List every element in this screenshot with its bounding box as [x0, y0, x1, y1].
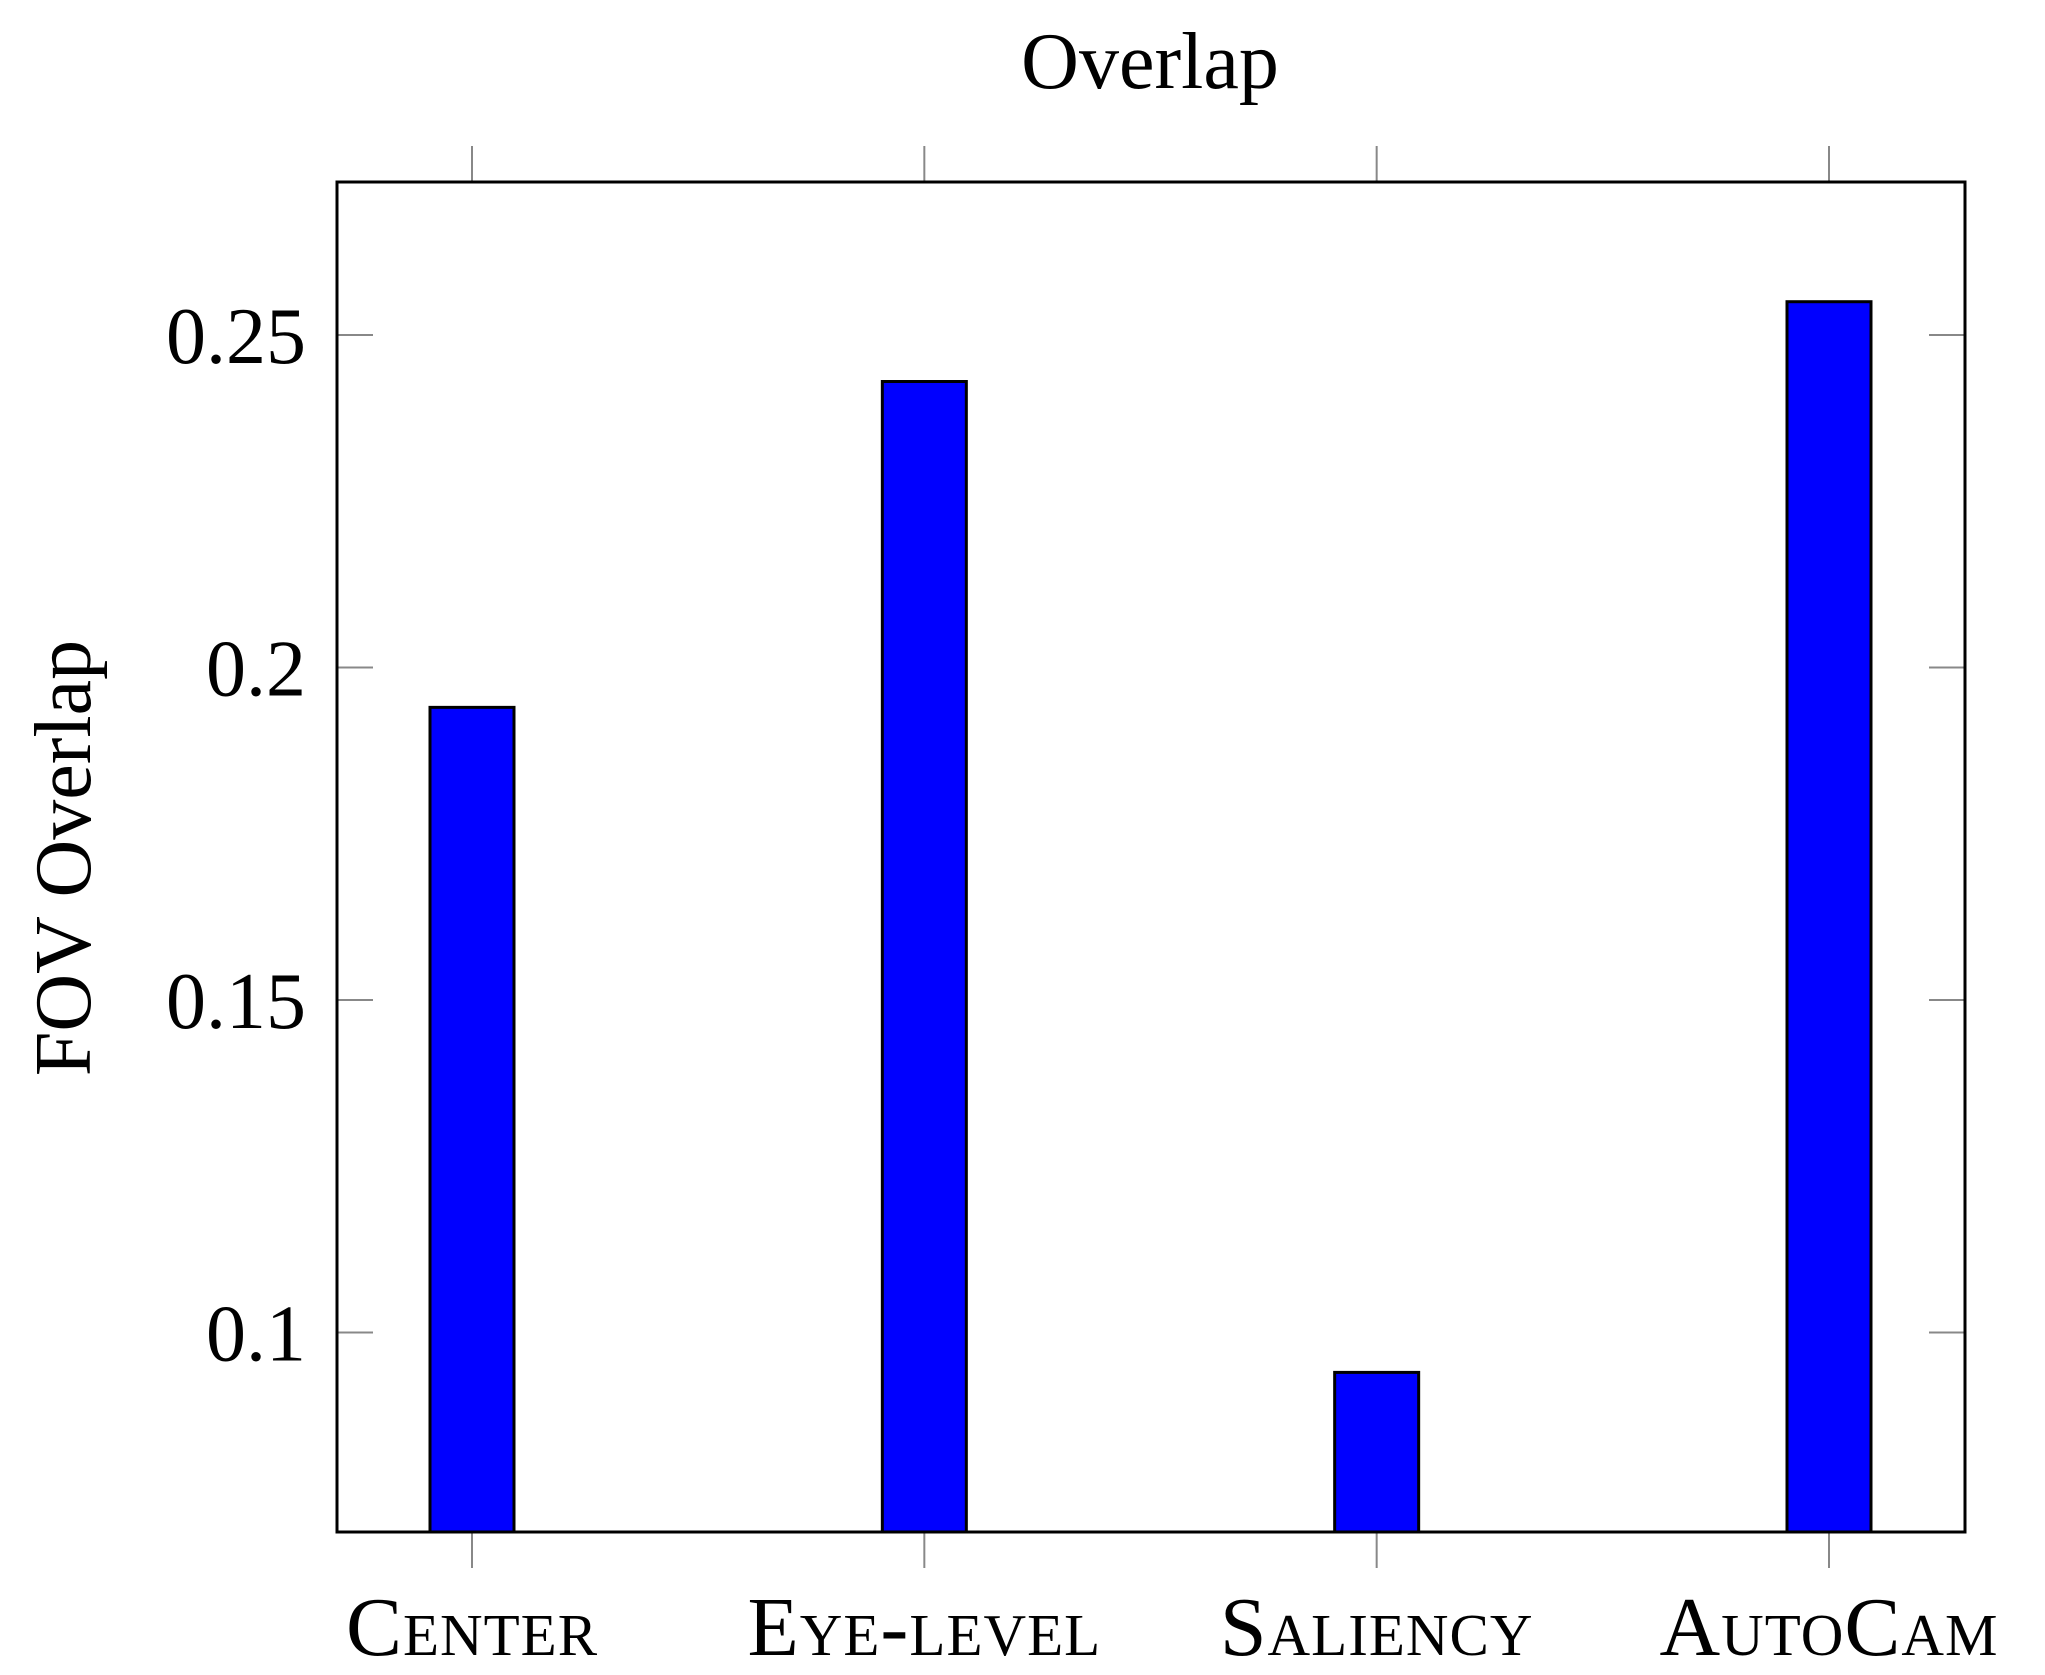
y-tick-label: 0.2	[206, 625, 306, 713]
y-tick-label: 0.15	[166, 958, 306, 1046]
bar-eye-level	[880, 380, 968, 1534]
chart-title: Overlap	[1021, 18, 1279, 106]
y-axis-label: FOV Overlap	[20, 640, 108, 1076]
ticks-layer: Center Eye-level Saliency AutoCam 0.1 0.15 0.2…	[166, 146, 1999, 1674]
bar-autocam	[1785, 300, 1873, 1534]
bar-center	[428, 705, 516, 1534]
x-tick-label: Eye-level	[747, 1581, 1101, 1674]
x-tick-label: Saliency	[1220, 1581, 1534, 1674]
x-tick-label: AutoCam	[1660, 1581, 1999, 1674]
y-tick-label: 0.1	[206, 1290, 306, 1378]
plot-frame	[335, 180, 1967, 1534]
y-tick-label: 0.25	[166, 293, 306, 381]
bars-layer	[428, 300, 1873, 1534]
bar-saliency	[1333, 1370, 1421, 1534]
x-tick-label: Center	[346, 1581, 598, 1674]
